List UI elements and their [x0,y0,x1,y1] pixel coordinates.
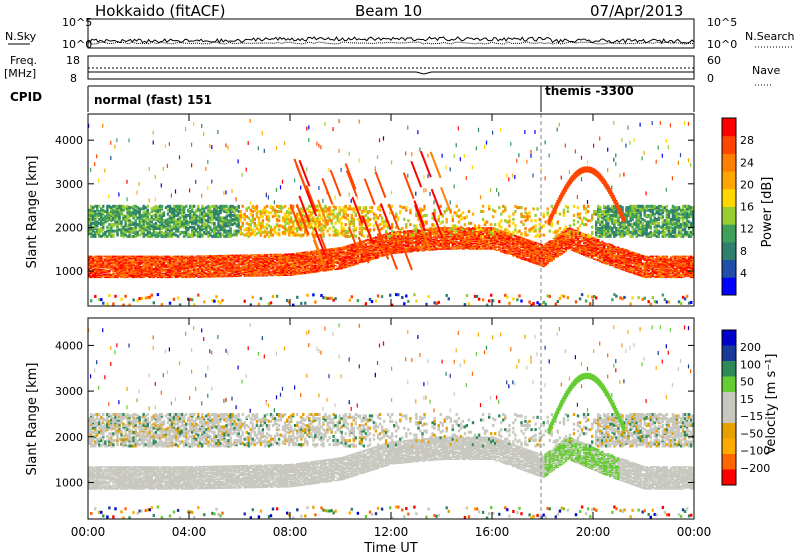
date-title: 07/Apr/2013 [590,2,683,20]
power-colorbar-swatch [722,241,736,261]
y-tick-label: 2000 [55,431,83,444]
beam-title: Beam 10 [355,2,422,20]
y-tick-label: 2000 [55,221,83,234]
velocity-colorbar-tick: 200 [740,341,761,354]
power-colorbar-tick: 16 [740,201,754,214]
power-data [88,118,695,307]
power-colorbar-swatch [722,188,736,207]
power-colorbar-tick: 4 [740,267,747,280]
power-colorbar-tick: 24 [740,156,754,169]
freq-tick-bottom: 8 [70,72,77,85]
power-colorbar-swatch [722,277,736,296]
power-colorbar-swatch [722,206,736,225]
velocity-colorbar-label: Velocity [m s⁻¹] [764,354,779,455]
power-colorbar-label: Power [dB] [760,177,775,248]
velocity-colorbar-swatch [722,438,736,455]
velocity-colorbar-tick: 50 [740,376,754,389]
y-tick-label: 1000 [55,265,83,278]
x-tick-label: 00:00 [71,525,106,539]
nsearch-tick-top: 10^5 [707,16,737,29]
velocity-colorbar-tick: 15 [740,393,754,406]
velocity-colorbar-tick: −200 [740,462,770,475]
power-colorbar-swatch [722,259,736,278]
y-tick-label: 3000 [55,385,83,398]
velocity-colorbar-tick: 100 [740,358,761,371]
velocity-colorbar-tick: −15 [740,410,763,423]
velocity-data [88,323,695,520]
nave-label: Nave [752,64,780,77]
power-colorbar-swatch [722,153,736,172]
x-tick-label: 00:00 [677,525,712,539]
time-axis: 00:00 04:00 08:00 12:00 16:00 20:00 00:00 [71,114,712,539]
freq-trace [88,71,694,75]
nsky-tick-top: 10^5 [62,16,92,29]
nave-tick-bottom: 0 [707,72,714,85]
cpid-strip: CPID normal (fast) 151 themis -3300 [10,84,695,112]
velocity-colorbar-swatch [722,376,736,393]
x-tick-label: 12:00 [374,525,409,539]
freq-label: Freq. [10,54,37,67]
power-colorbar-tick: 28 [740,134,754,147]
power-colorbar-swatch [722,171,736,190]
power-colorbar-tick: 12 [740,223,754,236]
nsearch-tick-bottom: 10^0 [707,38,737,51]
x-tick-label: 20:00 [576,525,611,539]
y-tick-label: 1000 [55,476,83,489]
y-tick-label: 4000 [55,339,83,352]
velocity-colorbar-swatch [722,361,736,377]
nsearch-label: N.Search [745,30,795,43]
power-colorbar-swatch [722,118,736,137]
nsearch-trace [87,41,695,45]
velocity-colorbar-tick: −50 [740,427,763,440]
power-colorbar-tick: 8 [740,245,747,258]
x-axis-label: Time UT [363,541,417,554]
power-colorbar-swatch [722,224,736,243]
nsky-tick-bottom: 10^0 [62,38,92,51]
velocity-colorbar-tick: −100 [740,445,770,458]
power-panel: 1000 2000 3000 4000 Slant Range [km] [25,113,695,307]
cpid-label: CPID [10,90,42,104]
velocity-colorbar-swatch [722,330,736,346]
x-tick-label: 04:00 [172,525,207,539]
freq-tick-top: 18 [66,54,80,67]
y-tick-label: 3000 [55,178,83,191]
nave-tick-top: 60 [707,54,721,67]
power-colorbar-tick: 20 [740,178,754,191]
velocity-colorbar-swatch [722,407,736,424]
freq-unit: [MHz] [4,67,36,80]
cpid-mode-normal: normal (fast) 151 [94,93,212,107]
nsky-strip: N.Sky 10^5 10^0 10^5 10^0 N.Search [5,16,795,51]
velocity-colorbar-swatch [722,345,736,362]
power-colorbar-swatch [722,135,736,154]
velocity-colorbar-swatch [722,469,736,486]
station-title: Hokkaido (fitACF) [95,2,226,20]
velocity-panel: 1000 2000 3000 4000 Slant Range [km] [25,317,695,520]
power-ylabel: Slant Range [km] [25,156,40,269]
velocity-colorbar-swatch [722,392,736,408]
x-tick-label: 16:00 [475,525,510,539]
power-colorbar: 4 8 12 16 20 24 28 [721,117,754,296]
nsky-trace [87,36,695,44]
x-tick-label: 08:00 [273,525,308,539]
nsky-label: N.Sky [5,30,37,43]
freq-strip: Freq. [MHz] 18 8 60 0 Nave [4,54,780,86]
velocity-ylabel: Slant Range [km] [25,363,40,476]
cpid-mode-themis: themis -3300 [545,84,634,98]
velocity-colorbar-swatch [722,454,736,470]
velocity-colorbar-swatch [722,423,736,439]
velocity-colorbar: 200 100 50 15 −15 −50 −100 −200 [721,329,770,486]
y-tick-label: 4000 [55,134,83,147]
